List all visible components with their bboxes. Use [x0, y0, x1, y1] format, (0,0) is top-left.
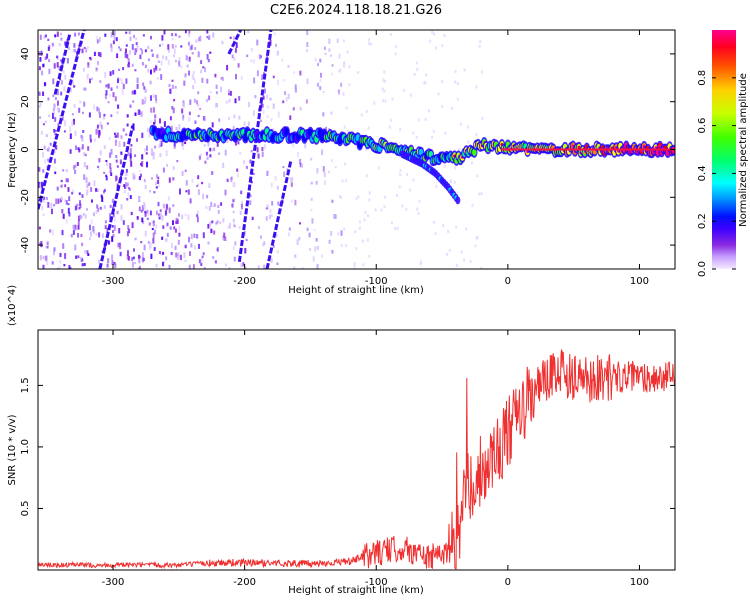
- spectrogram-y-tick-label: -40: [20, 237, 31, 253]
- spectrogram-x-tick-label: 100: [630, 276, 649, 287]
- snr-panel: -300 -200 -100 0 100 0.5 1.0 1.5 Height of stra…: [7, 285, 676, 596]
- colorbar: 0.0 0.2 0.4 0.6 0.8 Normalized spectral ampl…: [697, 30, 749, 277]
- colorbar-tick-label: 0.2: [697, 213, 708, 229]
- spectrogram-plot-area: [38, 30, 675, 269]
- spectrogram-x-tick-label: -300: [102, 276, 125, 287]
- snr-x-tick-label: 100: [630, 577, 649, 588]
- colorbar-tick-label: 0.8: [697, 70, 708, 86]
- snr-y-tick-label: 0.5: [20, 501, 31, 517]
- colorbar-tick-label: 0.0: [697, 261, 708, 277]
- spectrogram-main-track: [149, 124, 675, 167]
- spectrogram-streaks: [38, 30, 293, 269]
- snr-y-axis-label: SNR (10 * v/v): [7, 414, 18, 485]
- colorbar-tick-label: 0.6: [697, 118, 708, 134]
- snr-y-scale-label: (x10^4): [7, 285, 18, 326]
- diagonal-streak: [38, 30, 86, 210]
- colorbar-tick-label: 0.4: [697, 165, 708, 181]
- colorbar-ticks: 0.0 0.2 0.4 0.6 0.8: [697, 70, 736, 277]
- diagonal-streak: [53, 34, 72, 95]
- snr-x-tick-label: -100: [365, 577, 388, 588]
- snr-plot-area: [38, 349, 675, 570]
- spectrogram-x-tick-label: -200: [233, 276, 256, 287]
- diagonal-streak: [237, 30, 273, 263]
- snr-ticks: -300 -200 -100 0 100 0.5 1.0 1.5: [20, 330, 675, 588]
- snr-frame: [37, 329, 676, 571]
- spectrogram-y-tick-label: 40: [20, 48, 31, 61]
- spectrogram-x-axis-label: Height of straight line (km): [288, 285, 424, 296]
- snr-series-line: [38, 349, 675, 570]
- diagonal-streak: [265, 161, 293, 269]
- snr-x-tick-label: -200: [233, 577, 256, 588]
- diagonal-streak: [98, 125, 135, 269]
- spectrogram-noise: [38, 30, 484, 269]
- diagonal-streak: [227, 30, 243, 55]
- snr-x-tick-label: 0: [505, 577, 511, 588]
- colorbar-gradient: [712, 30, 736, 269]
- spectrogram-y-tick-label: 20: [20, 95, 31, 108]
- snr-background: [38, 330, 675, 570]
- snr-x-tick-label: -300: [102, 577, 125, 588]
- snr-y-tick-label: 1.5: [20, 377, 31, 393]
- spectrogram-y-tick-label: 0: [20, 146, 31, 152]
- spectrogram-x-tick-label: -100: [365, 276, 388, 287]
- spectrogram-y-tick-label: -20: [20, 189, 31, 205]
- snr-y-tick-label: 1.0: [20, 439, 31, 455]
- spectrogram-y-axis-label: Frequency (Hz): [7, 112, 18, 188]
- chart-title: C2E6.2024.118.18.21.G26: [270, 3, 442, 18]
- snr-x-axis-label: Height of straight line (km): [288, 585, 424, 596]
- spectrogram-x-tick-label: 0: [505, 276, 511, 287]
- spectrogram-branch-track: [400, 150, 461, 205]
- colorbar-label: Normalized spectral amplitude: [738, 73, 749, 227]
